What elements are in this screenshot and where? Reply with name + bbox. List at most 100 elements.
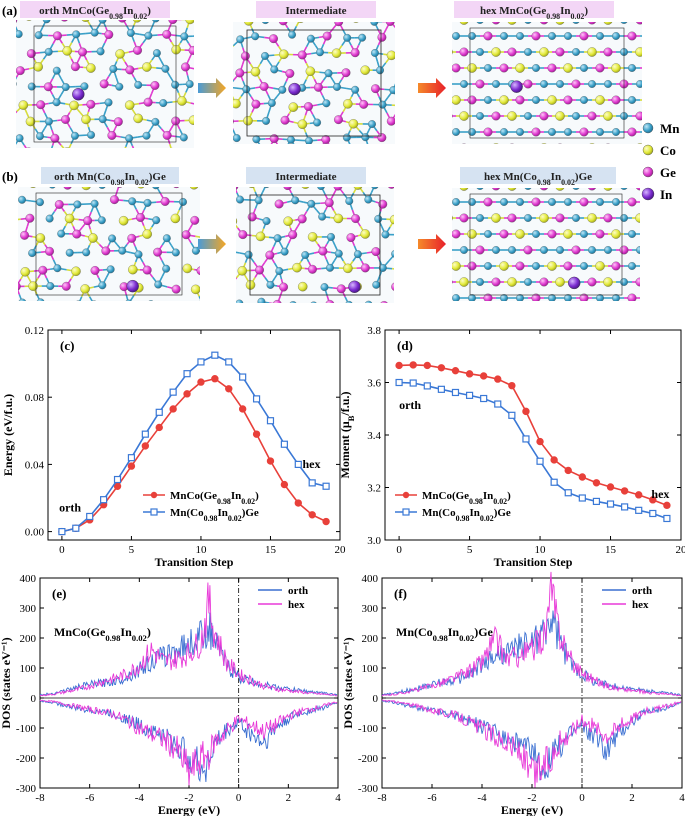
data-point bbox=[183, 370, 191, 378]
data-point bbox=[635, 506, 643, 514]
data-point bbox=[649, 496, 657, 504]
x-tick-label: 5 bbox=[129, 544, 135, 556]
dos-hex-down bbox=[39, 699, 338, 786]
y-tick-label: 0.08 bbox=[25, 392, 45, 404]
y-tick-label: 3.6 bbox=[367, 378, 381, 390]
x-tick-label: 0 bbox=[59, 544, 65, 556]
data-point bbox=[564, 489, 572, 497]
panel-label-e: (e) bbox=[52, 586, 66, 601]
arrow-b-1 bbox=[198, 234, 226, 254]
data-point bbox=[252, 430, 261, 438]
y-tick-label: 3.4 bbox=[367, 430, 381, 442]
legend-entry: Mn(Co0.98In0.02)Ge bbox=[422, 507, 511, 523]
data-point bbox=[141, 430, 149, 438]
panel-label-c: (c) bbox=[60, 338, 74, 353]
data-point bbox=[127, 462, 136, 470]
x-tick-label: 15 bbox=[265, 544, 277, 556]
x-tick-label: 0 bbox=[236, 792, 242, 804]
legend-mn-label: Mn bbox=[660, 121, 680, 136]
data-point bbox=[508, 381, 516, 390]
data-point bbox=[266, 417, 275, 425]
y-tick-label: 3.8 bbox=[367, 325, 381, 337]
x-tick-label: 0 bbox=[579, 792, 585, 804]
y-tick-label: 200 bbox=[20, 633, 37, 645]
structure-hex bbox=[452, 188, 640, 301]
title-b-intermediate: Intermediate bbox=[275, 171, 336, 183]
x-axis-label: Energy (eV) bbox=[501, 803, 563, 816]
y-tick-label: -100 bbox=[16, 723, 37, 735]
data-point bbox=[395, 361, 403, 370]
x-axis-label: Energy (eV) bbox=[158, 803, 220, 816]
data-point bbox=[155, 423, 163, 432]
x-tick-label: -8 bbox=[377, 792, 387, 804]
dos-title: Mn(Co0.98In0.02)Ge bbox=[396, 625, 494, 643]
panel-label-a: (a) bbox=[2, 3, 17, 18]
x-tick-label: 2 bbox=[286, 792, 292, 804]
data-point bbox=[395, 378, 403, 387]
legend-entry: orth bbox=[632, 585, 652, 597]
y-tick-label: -300 bbox=[358, 783, 379, 795]
y-tick-label: 400 bbox=[362, 573, 379, 585]
annotation-orth: orth bbox=[399, 398, 421, 412]
x-axis-label: Transition Step bbox=[155, 555, 234, 569]
data-point bbox=[663, 514, 671, 523]
title-b-intermediate-bg bbox=[246, 167, 366, 184]
data-point bbox=[606, 483, 615, 491]
data-point bbox=[578, 473, 587, 481]
panel-label-d: (d) bbox=[397, 338, 413, 353]
data-point bbox=[169, 405, 177, 413]
data-point bbox=[550, 478, 558, 486]
x-tick-label: 2 bbox=[629, 792, 635, 804]
panel-label-f: (f) bbox=[394, 586, 407, 601]
data-point bbox=[465, 391, 474, 399]
y-axis-label: Moment (μB/f.u.) bbox=[338, 392, 356, 479]
title-a-intermediate: Intermediate bbox=[285, 5, 346, 17]
data-point bbox=[308, 479, 316, 487]
data-point bbox=[294, 460, 302, 468]
data-point bbox=[197, 358, 205, 366]
data-point bbox=[322, 517, 330, 526]
legend-in-swatch bbox=[641, 187, 655, 201]
y-axis-label: DOS (states eV⁻¹) bbox=[341, 637, 355, 728]
annotation-hex: hex bbox=[302, 457, 320, 471]
y-tick-label: -300 bbox=[16, 783, 37, 795]
y-tick-label: 200 bbox=[362, 633, 379, 645]
data-point bbox=[141, 442, 150, 450]
y-tick-label: 100 bbox=[362, 663, 379, 675]
data-point bbox=[592, 479, 601, 487]
arrow-a-2 bbox=[418, 78, 446, 98]
x-tick-label: -4 bbox=[477, 792, 487, 804]
data-point bbox=[592, 497, 601, 506]
title-a-orth-bg bbox=[20, 1, 170, 18]
structure-orth bbox=[18, 187, 200, 301]
x-tick-label: -2 bbox=[184, 792, 193, 804]
x-tick-label: 20 bbox=[335, 544, 347, 556]
data-point bbox=[564, 466, 572, 475]
x-tick-label: -8 bbox=[35, 792, 45, 804]
x-tick-label: 4 bbox=[335, 792, 341, 804]
x-tick-label: 4 bbox=[679, 792, 685, 804]
annotation-orth: orth bbox=[59, 500, 81, 514]
data-point bbox=[252, 395, 261, 403]
y-tick-label: -100 bbox=[358, 723, 379, 735]
data-point bbox=[508, 411, 516, 419]
data-point bbox=[635, 491, 643, 499]
data-point bbox=[86, 512, 94, 521]
dos-hex-up bbox=[39, 582, 338, 697]
data-point bbox=[100, 496, 108, 504]
legend-marker bbox=[150, 491, 158, 499]
y-tick-label: 0.12 bbox=[25, 325, 44, 337]
structure-hex bbox=[452, 22, 642, 144]
data-point bbox=[211, 351, 219, 359]
legend-entry: MnCo(Ge0.98In0.02) bbox=[422, 490, 511, 506]
data-point bbox=[225, 358, 233, 366]
x-tick-label: 5 bbox=[467, 544, 473, 556]
data-point bbox=[606, 500, 615, 508]
x-tick-label: -6 bbox=[427, 792, 437, 804]
y-tick-label: -200 bbox=[16, 753, 37, 765]
data-point bbox=[536, 457, 544, 465]
legend-entry: hex bbox=[288, 599, 305, 611]
legend-ge-label: Ge bbox=[660, 165, 676, 180]
legend-entry: orth bbox=[288, 585, 308, 597]
